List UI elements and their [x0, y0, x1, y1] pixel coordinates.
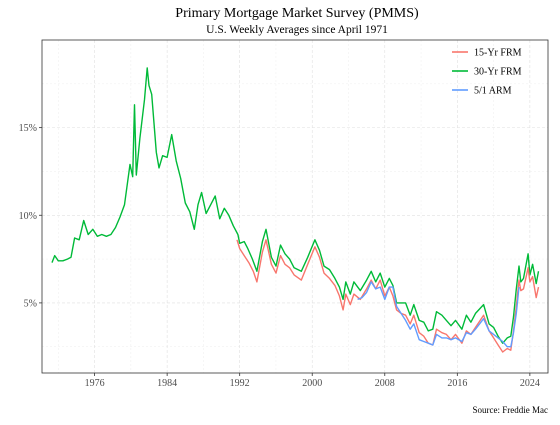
x-tick-label: 1992	[230, 378, 250, 389]
y-tick-label: 10%	[19, 211, 37, 222]
x-tick-label: 2016	[447, 378, 467, 389]
y-tick-label: 5%	[24, 298, 37, 309]
legend-label-15-yr-frm: 15-Yr FRM	[474, 48, 522, 59]
axis-layer: 1976 1984 1992 2000 2008 2016 2024 5% 10% 15%	[19, 123, 540, 389]
minor-gridlines	[42, 40, 548, 373]
x-tick-label: 1976	[85, 378, 105, 389]
series-layer	[51, 67, 540, 353]
series-line-30-yr-frm	[51, 67, 540, 344]
major-gridlines	[42, 40, 548, 373]
x-tick-label: 2024	[520, 378, 540, 389]
legend-label-30-yr-frm: 30-Yr FRM	[474, 67, 522, 78]
y-tick-label: 15%	[19, 123, 37, 134]
series-line-15-yr-frm	[236, 239, 540, 353]
chart-title: Primary Mortgage Market Survey (PMMS)	[175, 6, 419, 21]
legend: 15-Yr FRM 30-Yr FRM 5/1 ARM	[452, 48, 522, 97]
plot-panel-border	[41, 39, 549, 374]
x-tick-label: 2008	[375, 378, 395, 389]
legend-label-5-1-arm: 5/1 ARM	[474, 86, 512, 97]
series-line-5-1-arm	[357, 281, 520, 348]
chart-caption: Source: Freddie Mac	[473, 405, 548, 415]
x-tick-label: 2000	[302, 378, 322, 389]
x-tick-label: 1984	[157, 378, 177, 389]
chart-subtitle: U.S. Weekly Averages since April 1971	[206, 24, 388, 36]
